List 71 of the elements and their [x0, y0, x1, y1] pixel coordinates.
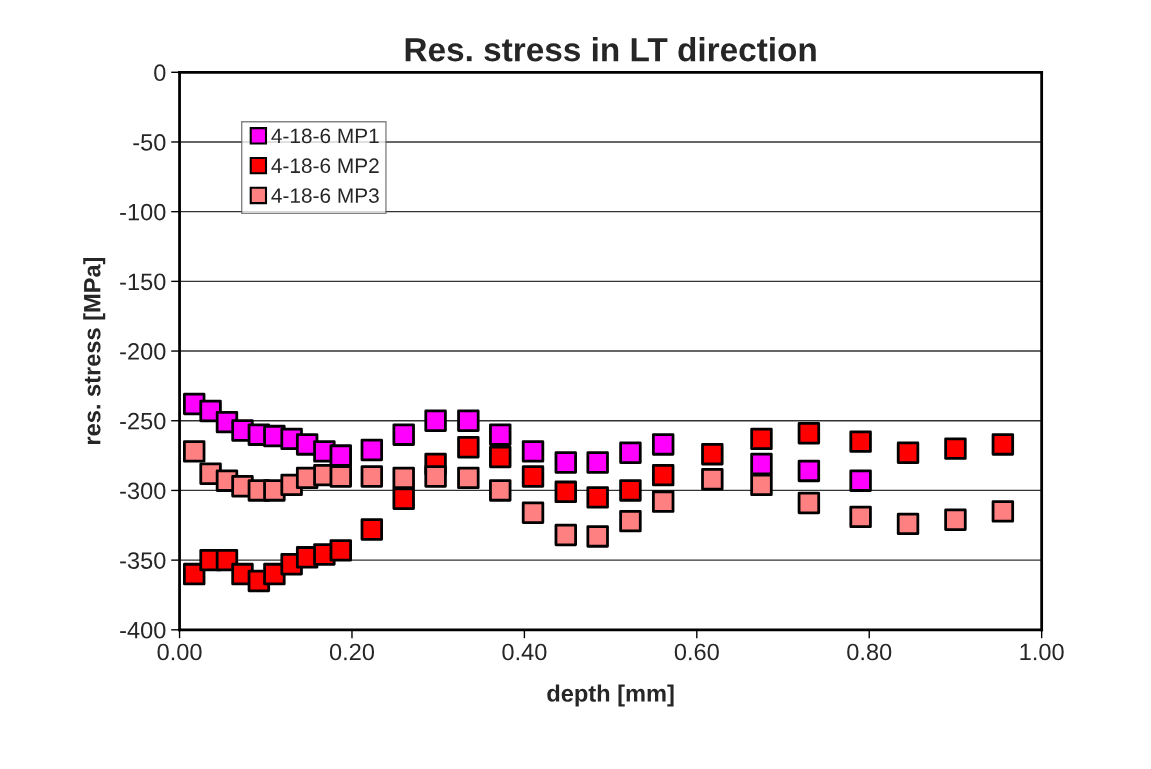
point [944, 508, 967, 531]
y-tick-label: 0 [154, 64, 166, 82]
y-tick-label: -350 [120, 552, 166, 569]
point [619, 479, 642, 502]
point [701, 442, 724, 466]
point [651, 433, 675, 456]
point [701, 468, 724, 491]
point [619, 441, 642, 465]
x-tick-label: 0.00 [157, 643, 202, 661]
point [991, 433, 1015, 456]
y-tick-label: -100 [120, 203, 166, 221]
point [521, 501, 545, 524]
y-tick-label: -200 [120, 343, 166, 360]
point [849, 430, 872, 453]
point [457, 466, 480, 490]
y-tick-label: -300 [120, 482, 166, 500]
point [849, 505, 872, 529]
point [392, 487, 415, 510]
point [991, 500, 1015, 523]
point [750, 427, 773, 451]
point [651, 490, 675, 513]
point [424, 409, 447, 432]
point [489, 423, 512, 446]
x-tick-label: 0.40 [502, 643, 547, 661]
point [424, 465, 447, 488]
point [554, 523, 577, 547]
y-tick-label: -150 [120, 273, 166, 291]
point [183, 440, 206, 463]
point [554, 480, 577, 504]
point [586, 451, 609, 474]
x-tick-label: 0.60 [674, 643, 719, 661]
point [944, 437, 967, 460]
x-tick-label: 1.00 [1020, 643, 1064, 661]
point [896, 441, 920, 465]
point [750, 452, 773, 476]
chart-title: Res. stress in LT direction [405, 37, 816, 62]
point [586, 486, 609, 509]
point [392, 423, 415, 446]
point [896, 512, 920, 536]
x-axis-title: depth [mm] [547, 684, 674, 707]
point [329, 539, 352, 562]
point [360, 518, 384, 541]
point [849, 469, 872, 492]
point [651, 463, 675, 487]
point [489, 479, 512, 502]
legend-label: 4-18-6 MP1 [271, 128, 379, 144]
point [619, 509, 642, 533]
legend-label: 4-18-6 MP2 [271, 158, 379, 174]
point [360, 465, 384, 488]
point [521, 465, 545, 488]
point [457, 409, 480, 432]
legend-label: 4-18-6 MP3 [271, 188, 379, 203]
point [554, 451, 577, 474]
y-axis-title: res. stress [MPa] [83, 257, 106, 444]
y-tick-label: -400 [120, 621, 166, 639]
point [489, 445, 512, 469]
point [797, 459, 821, 483]
x-tick-label: 0.80 [847, 643, 892, 661]
point [329, 465, 352, 488]
y-tick-label: -250 [120, 412, 166, 430]
point [457, 436, 480, 459]
point [586, 525, 609, 548]
point [360, 438, 384, 462]
point [521, 440, 545, 463]
point [797, 422, 821, 445]
y-tick-label: -50 [133, 134, 166, 151]
point [797, 491, 821, 515]
point [392, 466, 415, 490]
point [329, 444, 352, 467]
x-tick-label: 0.20 [329, 643, 375, 661]
point [750, 473, 773, 497]
